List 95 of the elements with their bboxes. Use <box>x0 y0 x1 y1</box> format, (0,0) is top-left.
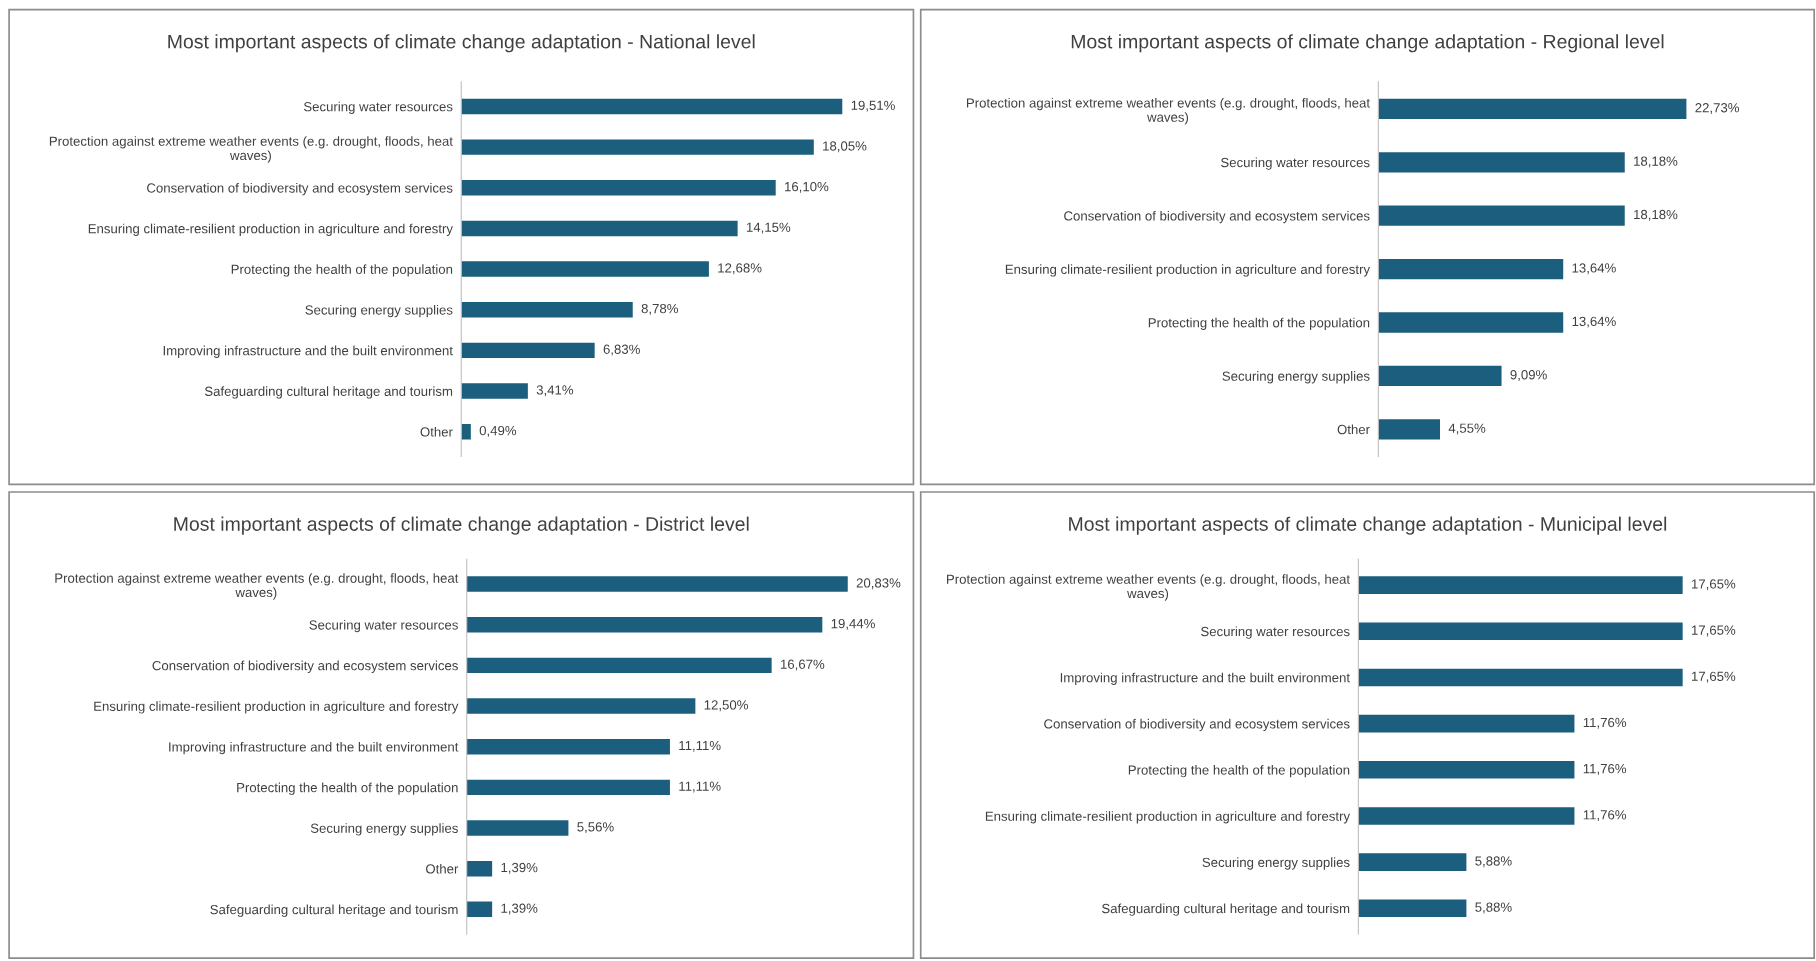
data-label: 13,64% <box>1572 263 1616 275</box>
bar <box>461 139 814 155</box>
y-tick-label: Protecting the health of the population <box>1128 765 1350 778</box>
data-label: 14,15% <box>746 222 791 234</box>
y-tick-label: Protection against extreme weather events (e.g. drought, floods, heat waves) <box>55 573 459 600</box>
data-label: 18,18% <box>1634 209 1678 221</box>
bar <box>1378 98 1687 120</box>
y-tick-label: Protection against extreme weather events (e.g. drought, floods, heat waves) <box>49 136 453 163</box>
y-tick-label: Other <box>426 863 459 874</box>
bar <box>466 738 670 755</box>
data-label: 3,41% <box>536 385 574 397</box>
chart-title: Most important aspects of climate change adaptation - Municipal level <box>1069 516 1667 535</box>
data-label: 18,18% <box>1634 156 1678 168</box>
data-label: 20,83% <box>856 578 901 590</box>
bar <box>466 901 493 918</box>
bar <box>466 820 569 836</box>
y-tick-label: Conservation of biodiversity and ecosystem services <box>147 182 453 196</box>
data-label: 0,49% <box>479 425 517 437</box>
data-label: 12,68% <box>718 263 762 275</box>
data-label: 12,50% <box>704 700 748 712</box>
bar <box>466 657 772 674</box>
bar <box>461 383 528 399</box>
bar <box>1378 205 1625 226</box>
data-label: 13,64% <box>1572 316 1616 328</box>
data-label: 19,51% <box>851 100 895 112</box>
y-tick-label: Ensuring climate-resilient production in agriculture and forestry <box>1005 264 1371 277</box>
y-tick-label: Protection against extreme weather events (e.g. drought, floods, heat waves) <box>966 97 1370 125</box>
y-tick-label: Ensuring climate-resilient production in agriculture and forestry <box>985 811 1351 824</box>
y-tick-label: Protecting the health of the population <box>231 264 453 277</box>
y-tick-label: Conservation of biodiversity and ecosystem services <box>152 660 458 673</box>
bar <box>466 617 823 633</box>
y-tick-label: Ensuring climate-resilient production in agriculture and forestry <box>94 701 459 714</box>
data-label: 1,39% <box>501 903 538 915</box>
data-label: 11,76% <box>1583 763 1627 775</box>
y-tick-label: Other <box>1337 424 1370 435</box>
data-label: 11,11% <box>679 740 721 752</box>
data-label: 5,88% <box>1475 856 1512 868</box>
y-tick-label: Improving infrastructure and the built environment <box>169 741 459 755</box>
y-tick-label: Safeguarding cultural heritage and tourism <box>1102 903 1350 916</box>
data-label: 11,76% <box>1583 717 1627 729</box>
y-tick-label: Securing energy supplies <box>310 823 458 836</box>
data-label: 16,67% <box>780 659 825 671</box>
data-label: 17,65% <box>1691 579 1736 591</box>
bar <box>1378 258 1564 280</box>
y-tick-label: Other <box>420 426 453 437</box>
data-label: 8,78% <box>641 303 679 315</box>
bar <box>461 220 738 237</box>
bar <box>1378 419 1441 440</box>
chart-title: Most important aspects of climate change adaptation - National level <box>168 34 755 53</box>
y-tick-label: Securing energy supplies <box>1202 857 1350 870</box>
y-tick-label: Conservation of biodiversity and ecosystem services <box>1064 210 1370 224</box>
y-tick-label: Securing water resources <box>1201 626 1350 639</box>
data-label: 17,65% <box>1691 625 1736 637</box>
data-label: 5,88% <box>1475 902 1512 914</box>
y-tick-label: Improving infrastructure and the built environment <box>163 345 453 358</box>
bar <box>461 261 709 277</box>
y-tick-label: Securing energy supplies <box>305 304 453 318</box>
bar <box>1378 152 1625 173</box>
chart-title: Most important aspects of climate change adaptation - Regional level <box>1071 34 1664 53</box>
y-tick-label: Conservation of biodiversity and ecosystem services <box>1044 718 1350 732</box>
bar <box>461 342 595 359</box>
y-tick-label: Safeguarding cultural heritage and tourism <box>204 386 453 399</box>
data-label: 17,65% <box>1691 671 1736 683</box>
data-label: 22,73% <box>1695 103 1740 114</box>
bar <box>461 423 471 440</box>
y-tick-label: Protecting the health of the population <box>1148 317 1370 330</box>
data-label: 4,55% <box>1448 423 1486 435</box>
bar <box>461 98 843 115</box>
data-label: 11,11% <box>679 781 721 793</box>
y-tick-label: Safeguarding cultural heritage and tourism <box>210 904 458 917</box>
bar <box>466 698 696 714</box>
data-label: 9,09% <box>1510 370 1547 381</box>
y-tick-label: Securing water resources <box>303 101 453 114</box>
data-label: 19,44% <box>831 618 875 630</box>
y-tick-label: Securing energy supplies <box>1222 371 1370 384</box>
bar <box>466 576 848 592</box>
data-label: 1,39% <box>501 862 538 874</box>
data-label: 16,10% <box>785 181 829 193</box>
y-tick-label: Improving infrastructure and the built environment <box>1060 672 1350 685</box>
bar <box>1378 312 1564 333</box>
chart-title: Most important aspects of climate change adaptation - District level <box>174 516 749 535</box>
y-tick-label: Ensuring climate-resilient production in agriculture and forestry <box>88 223 453 236</box>
bar <box>461 180 776 196</box>
bar <box>1378 365 1502 387</box>
y-tick-label: Protecting the health of the population <box>237 782 458 795</box>
y-tick-label: Securing water resources <box>309 619 458 633</box>
bar <box>461 302 633 318</box>
data-label: 5,56% <box>577 822 614 834</box>
bar <box>466 779 670 796</box>
data-label: 6,83% <box>603 344 640 356</box>
y-tick-label: Securing water resources <box>1221 157 1370 170</box>
y-tick-label: Protection against extreme weather events (e.g. drought, floods, heat waves) <box>947 574 1350 601</box>
data-label: 18,05% <box>823 141 867 153</box>
bar <box>466 860 493 877</box>
data-label: 11,76% <box>1583 810 1627 822</box>
